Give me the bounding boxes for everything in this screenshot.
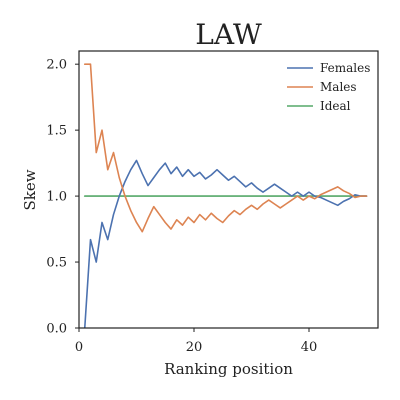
x-axis-label: Ranking position — [164, 360, 293, 378]
y-tick-label: 0.5 — [46, 256, 67, 271]
plot-area — [83, 63, 368, 328]
legend-item-ideal: Ideal — [287, 99, 351, 113]
y-tick-label: 2.0 — [46, 58, 67, 73]
x-tick-label: 40 — [301, 340, 318, 355]
legend-item-females: Females — [287, 61, 370, 75]
legend-item-males: Males — [287, 80, 357, 94]
legend-label: Ideal — [320, 99, 351, 113]
x-tick-label: 0 — [75, 340, 83, 355]
series-line-females — [83, 159, 368, 328]
plot-frame — [78, 50, 379, 329]
series-lines — [83, 63, 368, 328]
x-tick-label: 20 — [186, 340, 203, 355]
legend: Females Males Ideal — [287, 61, 370, 113]
series-line-males — [83, 63, 368, 233]
y-tick-label: 1.5 — [46, 124, 67, 139]
y-tick-label: 1.0 — [46, 190, 67, 205]
legend-label: Females — [320, 61, 370, 75]
y-axis-label: Skew — [21, 169, 39, 210]
axes: 0 20 40 0.0 0.5 1.0 1.5 2.0 — [46, 58, 317, 355]
y-tick-label: 0.0 — [46, 322, 67, 337]
legend-label: Males — [320, 80, 357, 94]
chart-title: LAW — [195, 18, 262, 51]
